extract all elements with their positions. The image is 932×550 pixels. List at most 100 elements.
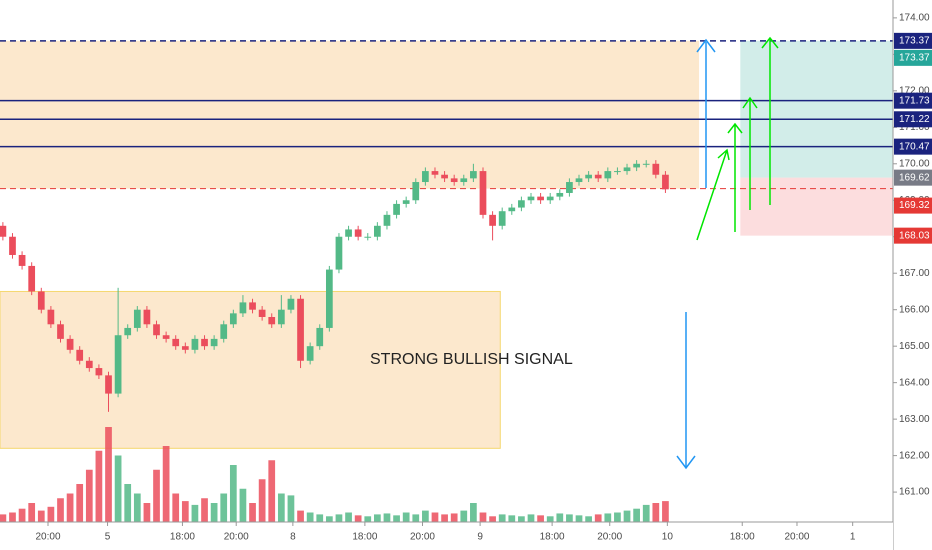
volume <box>0 427 669 522</box>
volume-bar <box>76 484 84 522</box>
price-tag-label: 169.62 <box>899 172 930 183</box>
candle-body <box>325 269 333 328</box>
volume-bar <box>441 514 448 522</box>
y-tick-label: 165.00 <box>899 341 930 352</box>
candle-body <box>258 309 266 317</box>
zone <box>740 40 893 178</box>
volume-bar <box>316 514 324 522</box>
candle-body <box>153 324 160 336</box>
candle-body <box>133 309 141 328</box>
candle-body <box>393 203 400 215</box>
x-tick-label: 10 <box>662 532 674 543</box>
volume-bar <box>412 514 420 522</box>
volume-bar <box>172 493 180 522</box>
x-tick-label: 20:00 <box>410 532 435 543</box>
arrow <box>727 122 743 232</box>
volume-bar <box>268 460 276 522</box>
candle-body <box>66 338 74 350</box>
x-tick-label: 18:00 <box>730 532 755 543</box>
candle-body <box>450 178 458 183</box>
x-tick-label: 20:00 <box>35 532 60 543</box>
candle-body <box>642 163 650 165</box>
volume-bar <box>431 512 439 522</box>
candle-body <box>652 163 660 175</box>
x-tick-label: 20:00 <box>784 532 809 543</box>
volume-bar <box>0 514 7 522</box>
candle-body <box>662 174 669 190</box>
candles <box>0 160 669 412</box>
candle-body <box>229 313 237 325</box>
volume-bar <box>9 512 16 522</box>
candle-body <box>306 346 314 361</box>
price-tag-label: 170.47 <box>899 141 930 152</box>
volume-bar <box>220 493 228 522</box>
volume-bar <box>181 501 189 522</box>
volume-bar <box>345 512 352 522</box>
volume-bar <box>297 510 304 522</box>
price-axis <box>893 0 932 550</box>
arrow-head <box>676 455 696 470</box>
zone <box>0 290 501 449</box>
volume-bar <box>114 455 122 522</box>
candle-body <box>181 346 189 350</box>
volume-bar <box>537 515 544 522</box>
candle-body <box>268 316 276 325</box>
time-axis <box>0 522 893 550</box>
volume-bar <box>662 501 669 522</box>
volume-bar <box>37 510 45 522</box>
candle-body <box>431 171 439 175</box>
x-tick-label: 8 <box>290 532 296 543</box>
volume-bar <box>508 515 516 522</box>
volume-bar <box>652 503 660 522</box>
price-tag <box>894 49 932 66</box>
volume-bar <box>133 493 141 522</box>
candle-body <box>249 302 256 310</box>
candle-body <box>354 229 362 237</box>
volume-bar <box>287 495 295 522</box>
candle-body <box>297 298 304 361</box>
candle-body <box>412 182 420 201</box>
volume-bar <box>374 514 381 522</box>
price-tag-label: 173.37 <box>899 35 930 46</box>
candle-body <box>335 236 343 270</box>
candle-body <box>220 324 228 339</box>
candle-body <box>76 349 84 361</box>
volume-bar <box>335 514 343 522</box>
y-tick-label: 162.00 <box>899 450 930 461</box>
candle-body <box>546 196 554 201</box>
volume-bar <box>585 516 592 522</box>
volume-bar <box>191 504 199 522</box>
x-tick-label: 1 <box>850 532 856 543</box>
volume-bar <box>229 465 237 522</box>
volume-bar <box>594 514 602 522</box>
price-tag-label: 173.37 <box>899 52 930 63</box>
candle-body <box>633 163 640 168</box>
price-tag-label: 169.32 <box>899 200 930 211</box>
zone <box>0 40 700 189</box>
arrow <box>761 36 779 205</box>
volume-bar <box>614 512 621 522</box>
y-tick-label: 171.00 <box>899 122 930 133</box>
candle-body <box>537 196 544 201</box>
arrows <box>676 36 779 470</box>
annotation: STRONG BULLISH SIGNAL <box>370 351 573 368</box>
candle-body <box>479 171 487 215</box>
volume-bar <box>527 514 535 522</box>
price-tag <box>894 111 932 128</box>
x-tick-label: 5 <box>105 532 111 543</box>
candle-body <box>95 368 103 376</box>
volume-bar <box>47 506 55 522</box>
y-tick-label: 163.00 <box>899 414 930 425</box>
candle-body <box>191 338 199 350</box>
volume-bar <box>66 493 74 522</box>
candle-body <box>566 182 573 193</box>
price-tag <box>894 92 932 109</box>
volume-bar <box>460 510 468 522</box>
volume-bar <box>258 479 266 522</box>
candle-body <box>124 327 132 336</box>
volume-bar <box>239 488 247 522</box>
candle-body <box>47 309 55 325</box>
price-tag <box>894 32 932 49</box>
candle-body <box>489 214 496 226</box>
y-tick-label: 172.00 <box>899 85 930 96</box>
